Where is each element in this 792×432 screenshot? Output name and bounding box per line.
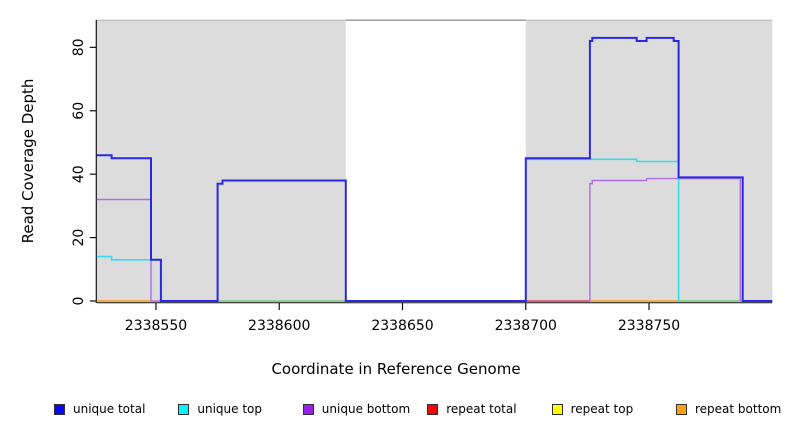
legend-swatch-icon [427, 403, 439, 415]
series-unique-bottom [589, 177, 741, 301]
series-unique-total [96, 36, 773, 302]
legend-label: unique bottom [321, 402, 411, 416]
x-axis-title: Coordinate in Reference Genome [271, 360, 521, 378]
legend-item-unique-total: unique total [54, 399, 145, 419]
legend-item-unique-top: unique top [178, 399, 262, 419]
legend-label: repeat total [446, 402, 517, 416]
y-tick-label: 0 [71, 297, 87, 306]
y-tick-label: 60 [71, 102, 87, 120]
legend-label: unique top [197, 402, 263, 416]
legend-item-repeat-total: repeat total [427, 399, 517, 419]
y-tick-label: 40 [71, 165, 87, 183]
shaded-region [96, 21, 346, 303]
x-tick-label: 2338750 [618, 318, 680, 334]
legend-swatch-icon [551, 403, 563, 415]
legend-swatch-icon [178, 403, 190, 415]
legend-item-repeat-top: repeat top [551, 399, 634, 419]
legend-label: unique total [73, 402, 146, 416]
legend-swatch-icon [302, 403, 314, 415]
series-unique-top [525, 158, 680, 301]
y-axis-title: Read Coverage Depth [19, 78, 37, 244]
x-tick-label: 2338550 [125, 318, 187, 334]
y-tick-label: 80 [71, 38, 87, 56]
legend-label: repeat bottom [695, 402, 782, 416]
legend-swatch-icon [54, 403, 65, 415]
legend: unique total unique top unique bottom repea… [0, 399, 792, 421]
x-tick-label: 2338650 [371, 318, 433, 334]
x-tick-label: 2338700 [495, 318, 557, 334]
legend-label: repeat top [570, 402, 634, 416]
legend-item-unique-bottom: unique bottom [302, 399, 411, 419]
y-tick-label: 20 [71, 229, 87, 247]
x-tick-label: 2338600 [248, 318, 310, 334]
legend-swatch-icon [676, 403, 687, 415]
legend-item-repeat-bottom: repeat bottom [676, 399, 781, 419]
